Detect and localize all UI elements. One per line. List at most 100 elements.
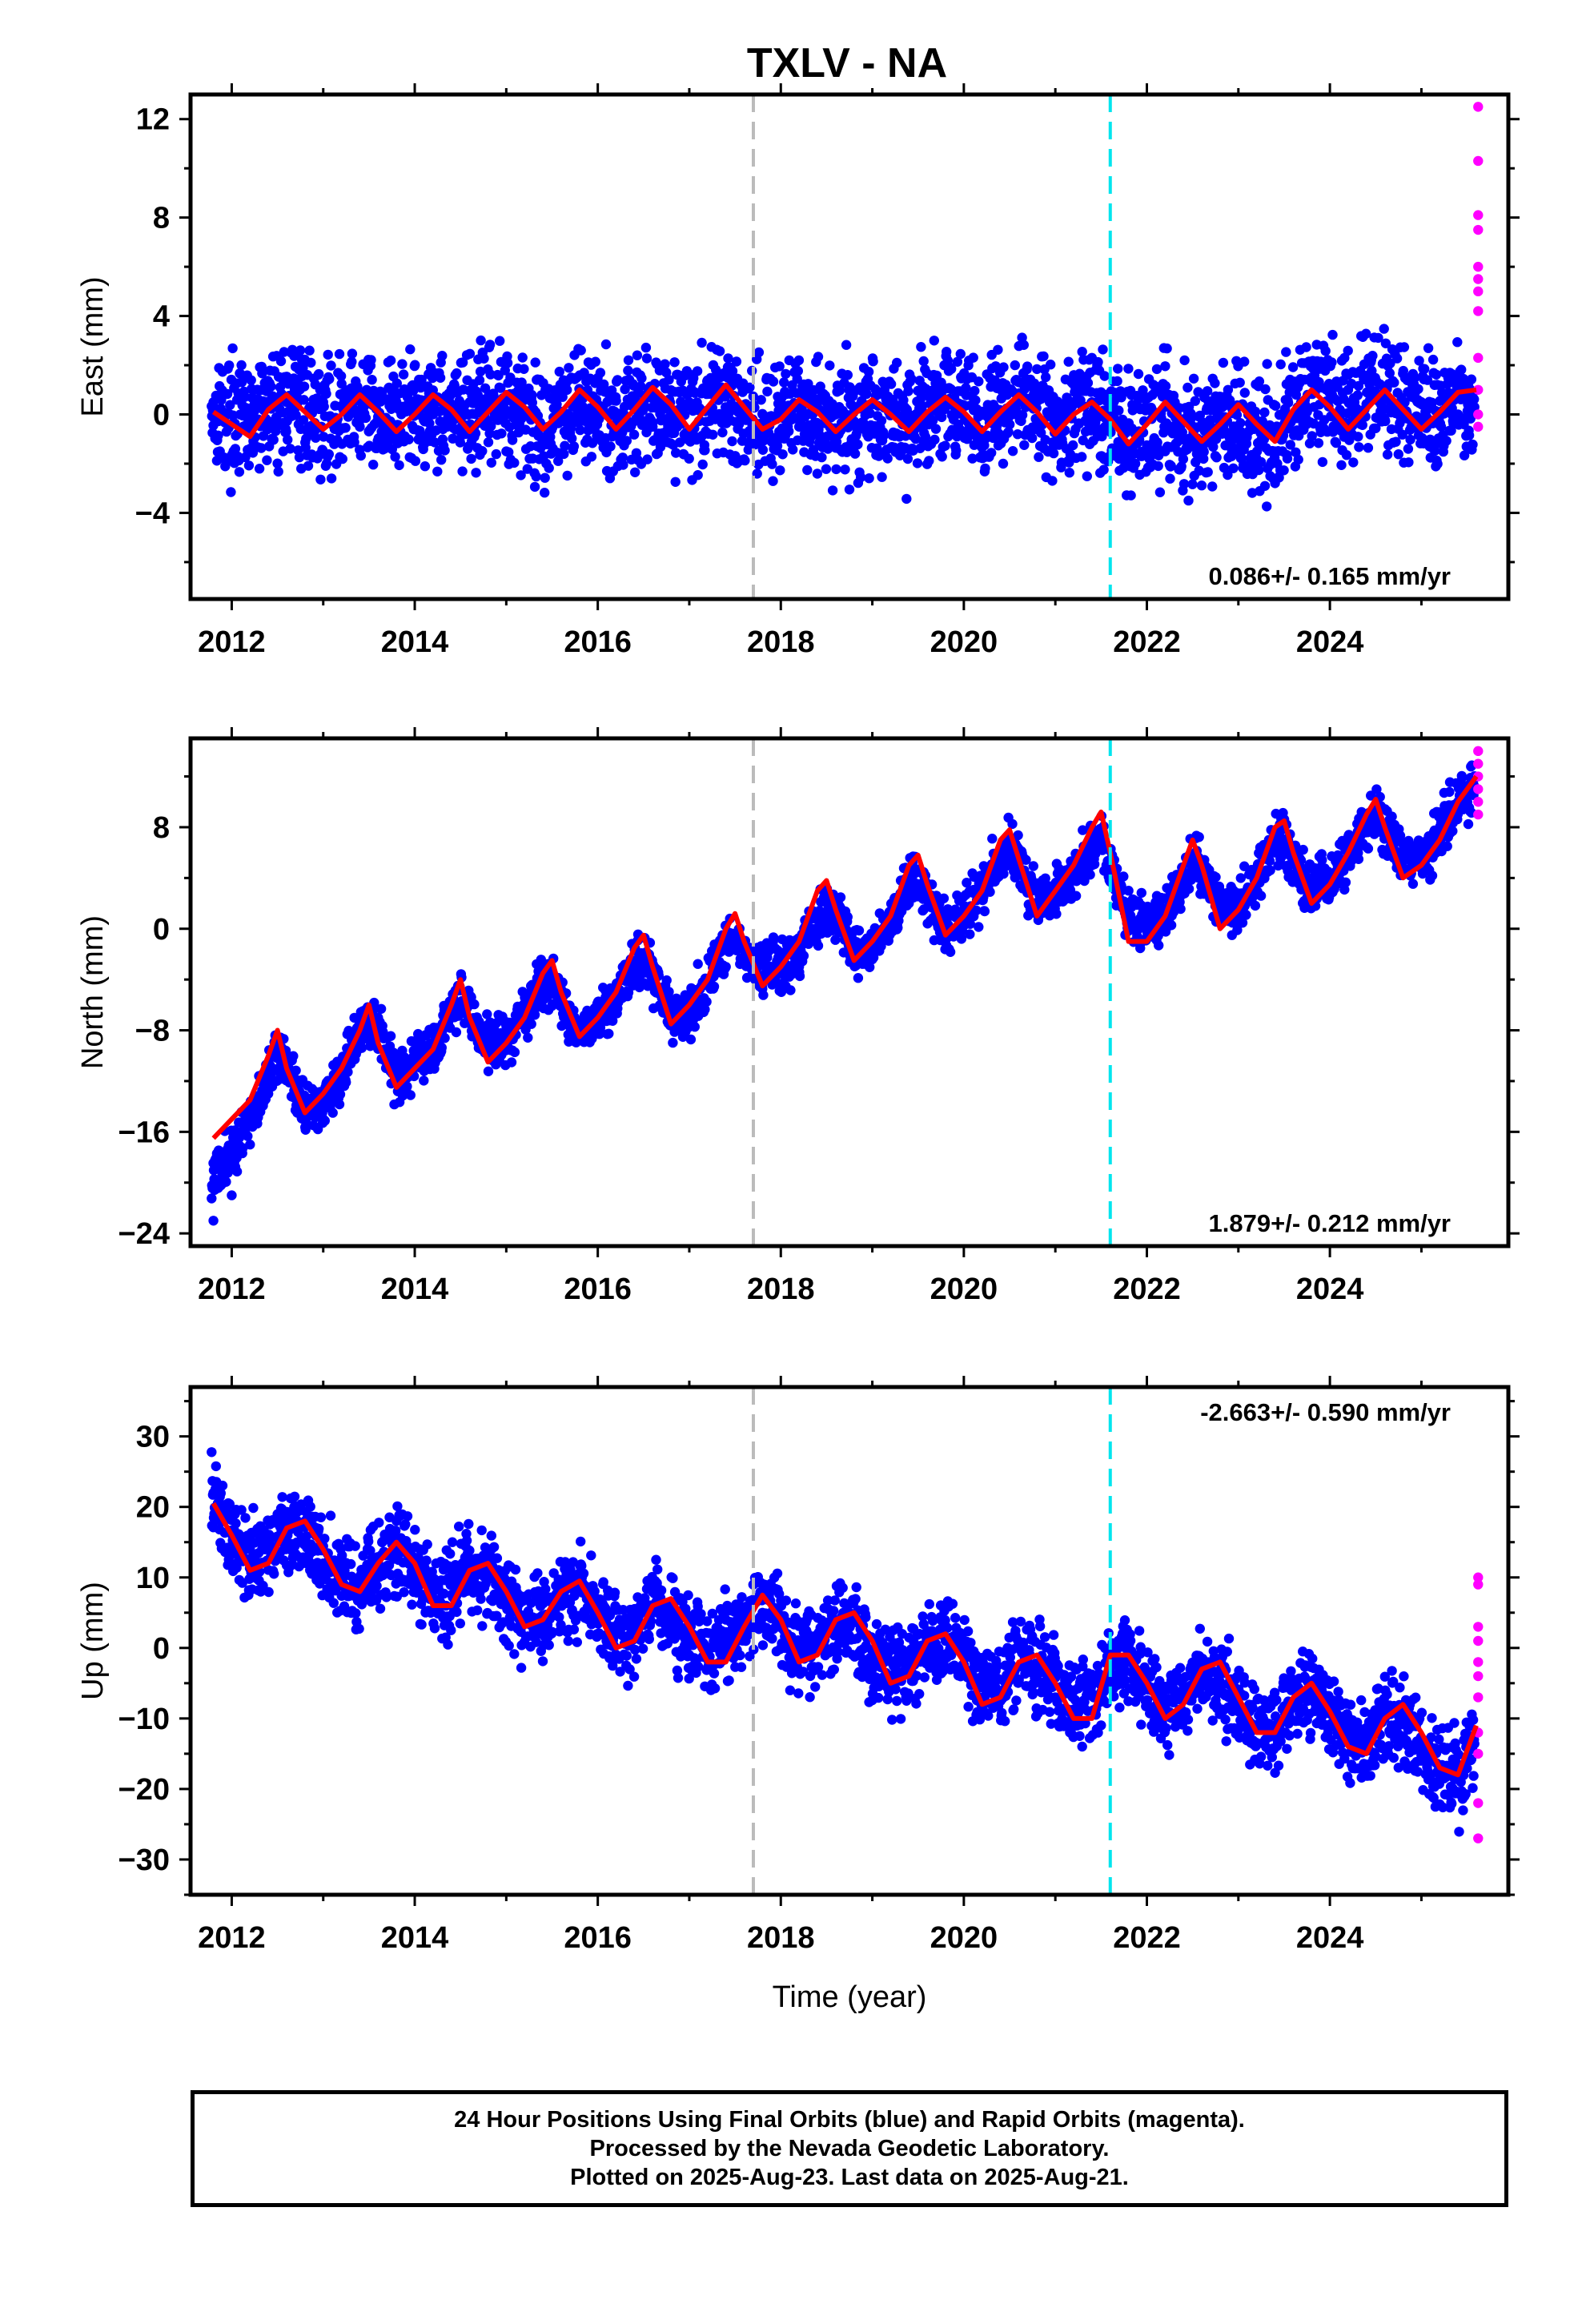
final-orbit-point bbox=[491, 448, 501, 460]
final-orbit-point bbox=[1293, 454, 1303, 465]
final-orbit-point bbox=[595, 368, 606, 378]
final-orbit-point bbox=[435, 372, 446, 383]
final-orbit-point bbox=[998, 458, 1009, 469]
final-orbit-point bbox=[298, 415, 309, 425]
final-orbit-point bbox=[1403, 444, 1414, 454]
chart-title: TXLV - NA bbox=[747, 40, 947, 86]
final-orbit-point bbox=[207, 1193, 217, 1204]
final-orbit-point bbox=[531, 471, 541, 482]
final-orbit-point bbox=[544, 463, 554, 473]
final-orbit-point bbox=[1259, 407, 1270, 418]
final-orbit-point bbox=[1153, 460, 1163, 472]
final-orbit-point bbox=[668, 1037, 678, 1048]
final-orbit-point bbox=[457, 466, 468, 476]
final-orbit-point bbox=[1050, 409, 1061, 420]
final-orbit-point bbox=[611, 409, 621, 420]
final-orbit-point bbox=[920, 432, 931, 442]
final-orbit-point bbox=[757, 409, 768, 420]
final-orbit-point bbox=[692, 366, 703, 376]
final-orbit-point bbox=[962, 878, 972, 888]
final-orbit-point bbox=[689, 1022, 700, 1032]
final-orbit-point bbox=[955, 348, 966, 360]
final-orbit-point bbox=[429, 437, 440, 448]
final-orbit-point bbox=[367, 375, 377, 385]
final-orbit-point bbox=[428, 385, 438, 396]
final-orbit-point bbox=[507, 435, 518, 445]
final-orbit-point bbox=[1154, 487, 1166, 497]
final-orbit-point bbox=[391, 378, 402, 388]
final-orbit-point bbox=[1098, 464, 1109, 475]
final-orbit-point bbox=[231, 1166, 243, 1177]
east-model-fit-line bbox=[211, 382, 1477, 447]
final-orbit-point bbox=[516, 377, 527, 388]
final-orbit-point bbox=[559, 448, 569, 460]
final-orbit-point bbox=[831, 464, 841, 475]
final-orbit-point bbox=[918, 356, 929, 367]
final-orbit-point bbox=[1235, 377, 1245, 388]
final-orbit-point bbox=[519, 364, 529, 374]
final-orbit-point bbox=[440, 445, 450, 456]
final-orbit-point bbox=[1307, 431, 1317, 441]
final-orbit-point bbox=[1178, 454, 1189, 464]
final-orbit-point bbox=[1077, 347, 1087, 357]
final-orbit-point bbox=[562, 384, 572, 396]
final-orbit-point bbox=[1419, 364, 1430, 374]
final-orbit-point bbox=[1005, 419, 1015, 430]
final-orbit-point bbox=[1403, 457, 1414, 468]
final-orbit-point bbox=[876, 416, 887, 426]
final-orbit-point bbox=[977, 409, 987, 420]
final-orbit-point bbox=[1456, 364, 1467, 375]
final-orbit-point bbox=[892, 357, 902, 368]
final-orbit-point bbox=[768, 932, 779, 943]
final-orbit-point bbox=[509, 1047, 520, 1058]
final-orbit-point bbox=[225, 400, 235, 410]
final-orbit-point bbox=[1027, 432, 1038, 444]
final-orbit-point bbox=[856, 472, 866, 483]
final-orbit-point bbox=[1218, 357, 1229, 368]
final-orbit-point bbox=[1160, 361, 1170, 372]
final-orbit-point bbox=[937, 452, 947, 462]
final-orbit-point bbox=[452, 368, 462, 379]
final-orbit-point bbox=[506, 1057, 517, 1068]
final-orbit-point bbox=[1255, 456, 1267, 468]
final-orbit-point bbox=[664, 987, 674, 997]
final-orbit-point bbox=[998, 362, 1009, 372]
final-orbit-point bbox=[842, 911, 853, 923]
final-orbit-point bbox=[262, 424, 273, 435]
final-orbit-point bbox=[956, 934, 967, 944]
final-orbit-point bbox=[882, 453, 893, 464]
final-orbit-point bbox=[266, 381, 276, 392]
final-orbit-point bbox=[813, 352, 824, 362]
final-orbit-point bbox=[621, 436, 632, 446]
final-orbit-point bbox=[1427, 354, 1439, 365]
final-orbit-point bbox=[1307, 372, 1317, 383]
final-orbit-point bbox=[611, 396, 621, 406]
final-orbit-point bbox=[347, 348, 358, 359]
final-orbit-point bbox=[1018, 340, 1030, 350]
final-orbit-point bbox=[993, 344, 1003, 355]
final-orbit-point bbox=[303, 460, 314, 471]
final-orbit-point bbox=[781, 368, 791, 380]
final-orbit-point bbox=[523, 1032, 533, 1043]
final-orbit-point bbox=[540, 472, 550, 483]
final-orbit-point bbox=[1064, 468, 1075, 478]
final-orbit-point bbox=[402, 1081, 412, 1092]
final-orbit-point bbox=[877, 472, 887, 482]
final-orbit-point bbox=[208, 396, 219, 408]
final-orbit-point bbox=[902, 453, 913, 464]
final-orbit-point bbox=[630, 467, 640, 477]
final-orbit-point bbox=[1176, 461, 1186, 472]
final-orbit-point bbox=[835, 892, 846, 903]
final-orbit-point bbox=[1239, 388, 1251, 398]
final-orbit-point bbox=[1021, 854, 1031, 866]
y-tick-label: 4 bbox=[153, 300, 170, 334]
final-orbit-point bbox=[788, 444, 798, 455]
final-orbit-point bbox=[256, 443, 267, 453]
final-orbit-point bbox=[774, 361, 785, 372]
final-orbit-point bbox=[937, 412, 947, 423]
final-orbit-point bbox=[636, 381, 646, 392]
final-orbit-point bbox=[840, 464, 850, 475]
final-orbit-point bbox=[1275, 359, 1286, 370]
final-orbit-point bbox=[1196, 480, 1207, 491]
final-orbit-point bbox=[1126, 490, 1136, 501]
